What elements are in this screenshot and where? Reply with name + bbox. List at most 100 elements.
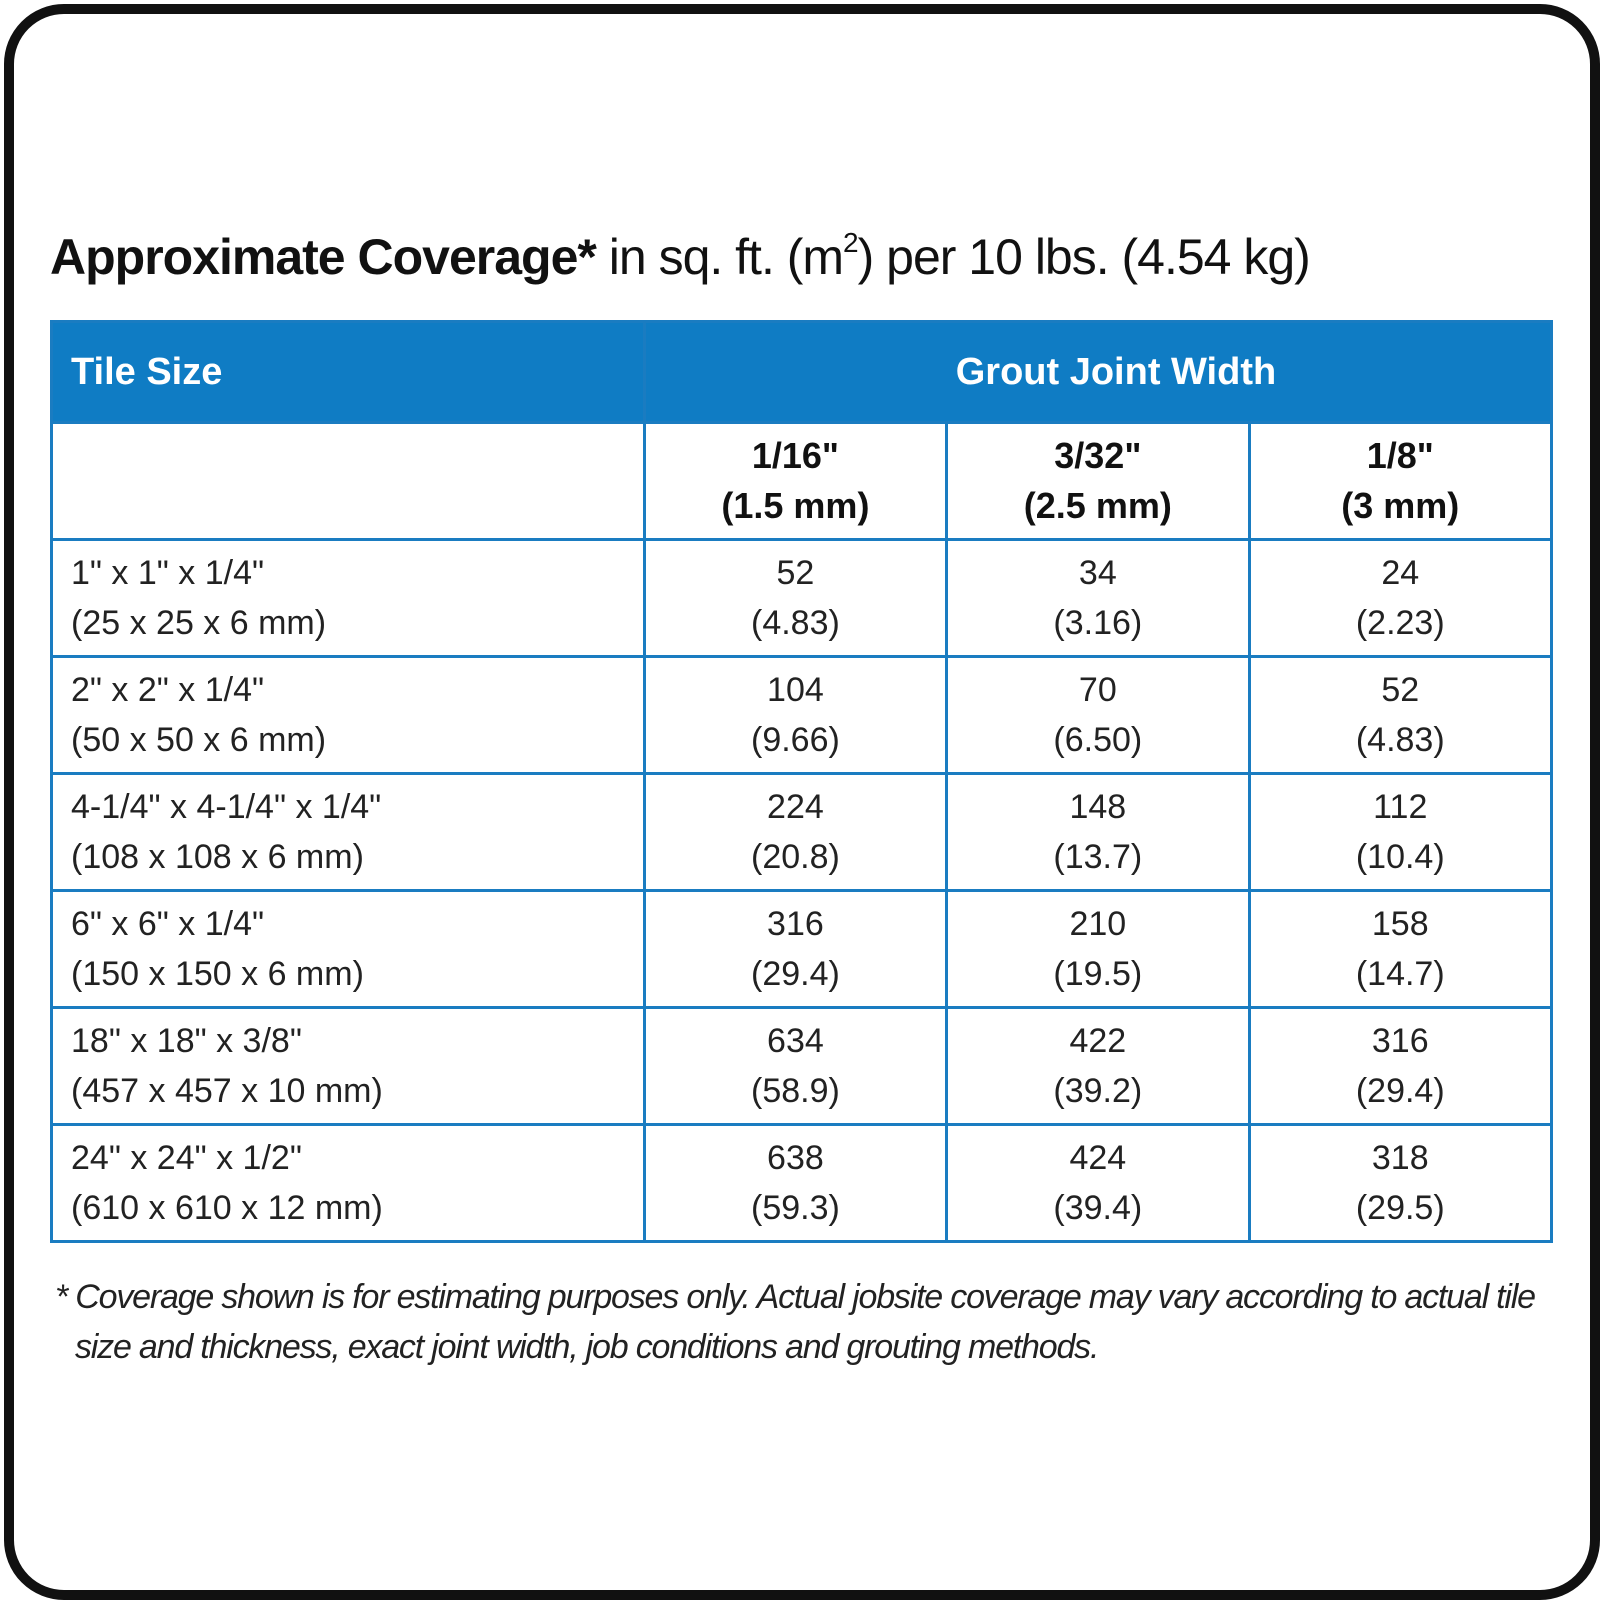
tile-size-cell: 6" x 6" x 1/4" (150 x 150 x 6 mm): [50, 889, 646, 1009]
cell-line: 24" x 24" x 1/2": [71, 1139, 302, 1177]
data-row: 2" x 2" x 1/4" (50 x 50 x 6 mm) 104 (9.66) 7…: [50, 655, 1554, 775]
cell-line: (29.4): [1355, 1072, 1445, 1110]
tile-size-cell: 2" x 2" x 1/4" (50 x 50 x 6 mm): [50, 655, 646, 775]
footnote: * Coverage shown is for estimating purpo…: [55, 1272, 1536, 1372]
cell-line: 316: [1371, 1022, 1429, 1060]
cell-line: (25 x 25 x 6 mm): [71, 604, 327, 642]
data-row: 24" x 24" x 1/2" (610 x 610 x 12 mm) 638 (5…: [50, 1123, 1554, 1243]
cell-line: (3 mm): [1341, 485, 1460, 526]
cell-line: 1" x 1" x 1/4": [71, 554, 265, 592]
coverage-cell: 24 (2.23): [1247, 538, 1554, 658]
coverage-cell: 210 (19.5): [945, 889, 1251, 1009]
blank-cell: [50, 421, 646, 541]
cell-line: (58.9): [751, 1072, 840, 1110]
tile-size-cell: 4-1/4" x 4-1/4" x 1/4" (108 x 108 x 6 mm): [50, 772, 646, 892]
title-sup: 2: [843, 227, 859, 258]
cell-line: (14.7): [1355, 955, 1445, 993]
cell-line: (39.4): [1053, 1189, 1143, 1227]
cell-line: 24: [1381, 554, 1420, 592]
coverage-cell: 158 (14.7): [1247, 889, 1554, 1009]
coverage-cell: 52 (4.83): [1247, 655, 1554, 775]
cell-line: (20.8): [751, 838, 840, 876]
coverage-cell: 638 (59.3): [642, 1123, 949, 1243]
cell-line: 634: [767, 1022, 824, 1060]
cell-line: (50 x 50 x 6 mm): [71, 721, 327, 759]
cell-line: (3.16): [1053, 604, 1143, 642]
cell-line: (29.4): [751, 955, 840, 993]
cell-line: (13.7): [1053, 838, 1143, 876]
footnote-line: size and thickness, exact joint width, j…: [75, 1328, 1099, 1366]
cell-line: 210: [1069, 905, 1127, 943]
coverage-cell: 104 (9.66): [642, 655, 949, 775]
title-text: ) per 10 lbs. (4.54 kg): [857, 229, 1311, 285]
coverage-cell: 148 (13.7): [945, 772, 1251, 892]
cell-line: (39.2): [1053, 1072, 1143, 1110]
cell-line: 316: [767, 905, 824, 943]
cell-line: 112: [1373, 788, 1428, 826]
cell-line: (4.83): [1355, 721, 1445, 759]
cell-line: 1/16": [751, 435, 839, 476]
coverage-cell: 318 (29.5): [1247, 1123, 1554, 1243]
cell-line: (1.5 mm): [721, 485, 870, 526]
cell-line: 1/8": [1366, 435, 1434, 476]
cell-line: 638: [767, 1139, 824, 1177]
coverage-cell: 316 (29.4): [642, 889, 949, 1009]
cell-line: 3/32": [1054, 435, 1142, 476]
coverage-cell: 424 (39.4): [945, 1123, 1251, 1243]
title-text: in sq. ft. (m: [608, 229, 844, 285]
coverage-cell: 52 (4.83): [642, 538, 949, 658]
coverage-cell: 70 (6.50): [945, 655, 1251, 775]
cell-line: 34: [1078, 554, 1117, 592]
cell-line: (108 x 108 x 6 mm): [71, 838, 364, 876]
frame: [4, 4, 1600, 1600]
cell-line: 2" x 2" x 1/4": [71, 671, 265, 709]
coverage-cell: 422 (39.2): [945, 1006, 1251, 1126]
cell-line: 224: [767, 788, 824, 826]
data-row: 18" x 18" x 3/8" (457 x 457 x 10 mm) 634 (5…: [50, 1006, 1554, 1126]
cell-line: (29.5): [1355, 1189, 1445, 1227]
coverage-cell: 634 (58.9): [642, 1006, 949, 1126]
cell-line: (2.5 mm): [1023, 485, 1172, 526]
tile-size-cell: 24" x 24" x 1/2" (610 x 610 x 12 mm): [50, 1123, 646, 1243]
cell-line: (19.5): [1053, 955, 1143, 993]
cell-line: 318: [1371, 1139, 1429, 1177]
cell-line: 4-1/4" x 4-1/4" x 1/4": [71, 788, 382, 826]
column-header: 3/32" (2.5 mm): [945, 421, 1251, 541]
column-header: 1/16" (1.5 mm): [642, 421, 949, 541]
coverage-cell: 34 (3.16): [945, 538, 1251, 658]
cell-line: (150 x 150 x 6 mm): [71, 955, 364, 993]
cell-line: 52: [1381, 671, 1420, 709]
header-row: Tile Size Grout Joint Width: [50, 320, 1554, 424]
cell-line: (457 x 457 x 10 mm): [71, 1072, 383, 1110]
cell-line: (2.23): [1355, 604, 1445, 642]
cell-line: 424: [1069, 1139, 1127, 1177]
footnote-line: * Coverage shown is for estimating purpo…: [55, 1278, 1536, 1316]
tile-size-cell: 1" x 1" x 1/4" (25 x 25 x 6 mm): [50, 538, 646, 658]
cell-line: (6.50): [1053, 721, 1143, 759]
coverage-cell: 224 (20.8): [642, 772, 949, 892]
data-row: 6" x 6" x 1/4" (150 x 150 x 6 mm) 316 (29.4…: [50, 889, 1554, 1009]
header-cell: Tile Size: [50, 320, 646, 424]
cell-line: (10.4): [1355, 838, 1445, 876]
cell-line: 18" x 18" x 3/8": [71, 1022, 302, 1060]
coverage-table: Tile Size Grout Joint Width 1/16" (1.5 mm…: [50, 320, 1554, 1243]
cell-line: 104: [767, 671, 824, 709]
cell-line: 52: [776, 554, 815, 592]
cell-line: 158: [1371, 905, 1429, 943]
cell-line: (610 x 610 x 12 mm): [71, 1189, 383, 1227]
header-cell: Grout Joint Width: [642, 320, 1554, 424]
cell-line: 70: [1078, 671, 1117, 709]
cell-line: 422: [1069, 1022, 1127, 1060]
cell-line: (59.3): [751, 1189, 840, 1227]
coverage-cell: 316 (29.4): [1247, 1006, 1554, 1126]
cell-line: (4.83): [751, 604, 840, 642]
cell-line: 148: [1069, 788, 1127, 826]
title-bold: Approximate Coverage*: [50, 229, 597, 285]
data-row: 1" x 1" x 1/4" (25 x 25 x 6 mm) 52 (4.83) 34…: [50, 538, 1554, 658]
cell-line: 6" x 6" x 1/4": [71, 905, 265, 943]
tile-size-cell: 18" x 18" x 3/8" (457 x 457 x 10 mm): [50, 1006, 646, 1126]
column-header: 1/8" (3 mm): [1247, 421, 1554, 541]
coverage-cell: 112 (10.4): [1247, 772, 1554, 892]
subheader-row: 1/16" (1.5 mm) 3/32" (2.5 mm) 1/8" (3 mm): [50, 421, 1554, 541]
